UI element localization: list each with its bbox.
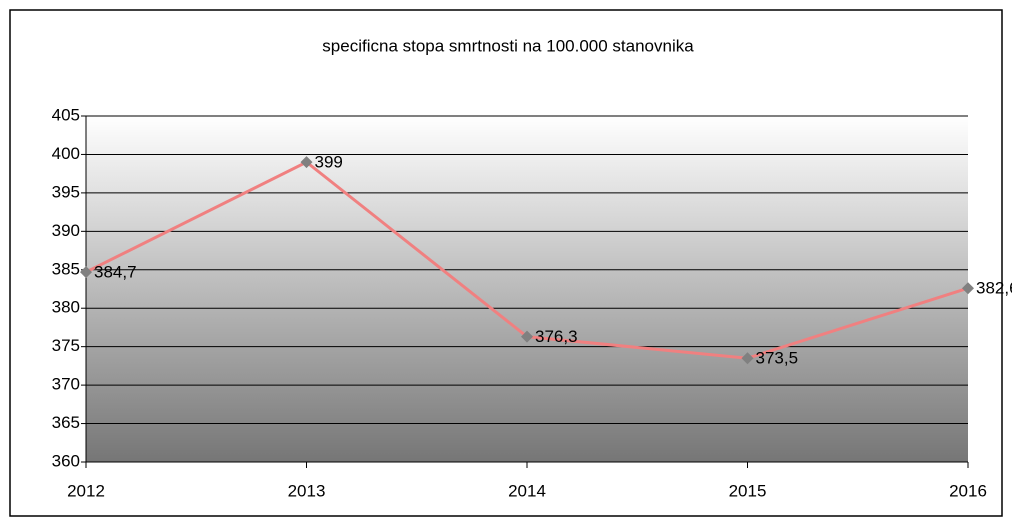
- data-label: 376,3: [535, 327, 578, 346]
- x-tick-label: 2016: [949, 481, 987, 500]
- y-tick-label: 360: [52, 451, 80, 470]
- x-tick-label: 2015: [729, 481, 767, 500]
- y-tick-label: 385: [52, 259, 80, 278]
- y-tick-label: 375: [52, 336, 80, 355]
- y-tick-label: 400: [52, 144, 80, 163]
- marker: [80, 266, 92, 279]
- data-label: 399: [315, 153, 343, 172]
- plot-area: [86, 116, 968, 462]
- x-tick-label: 2013: [288, 481, 326, 500]
- marker: [521, 330, 533, 343]
- data-label: 384,7: [94, 263, 137, 282]
- marker: [962, 282, 974, 295]
- marker: [300, 156, 313, 169]
- y-tick-label: 390: [52, 221, 80, 240]
- y-tick-label: 380: [52, 298, 80, 317]
- marker: [741, 352, 754, 365]
- x-tick-label: 2014: [508, 481, 546, 500]
- chart-title: specificna stopa smrtnosti na 100.000 st…: [322, 36, 694, 55]
- y-tick-label: 365: [52, 413, 80, 432]
- data-label: 373,5: [756, 349, 799, 368]
- y-tick-label: 395: [52, 182, 80, 201]
- y-tick-label: 370: [52, 375, 80, 394]
- data-label: 382,6: [976, 279, 1012, 298]
- y-tick-label: 405: [52, 105, 80, 124]
- x-tick-label: 2012: [67, 481, 105, 500]
